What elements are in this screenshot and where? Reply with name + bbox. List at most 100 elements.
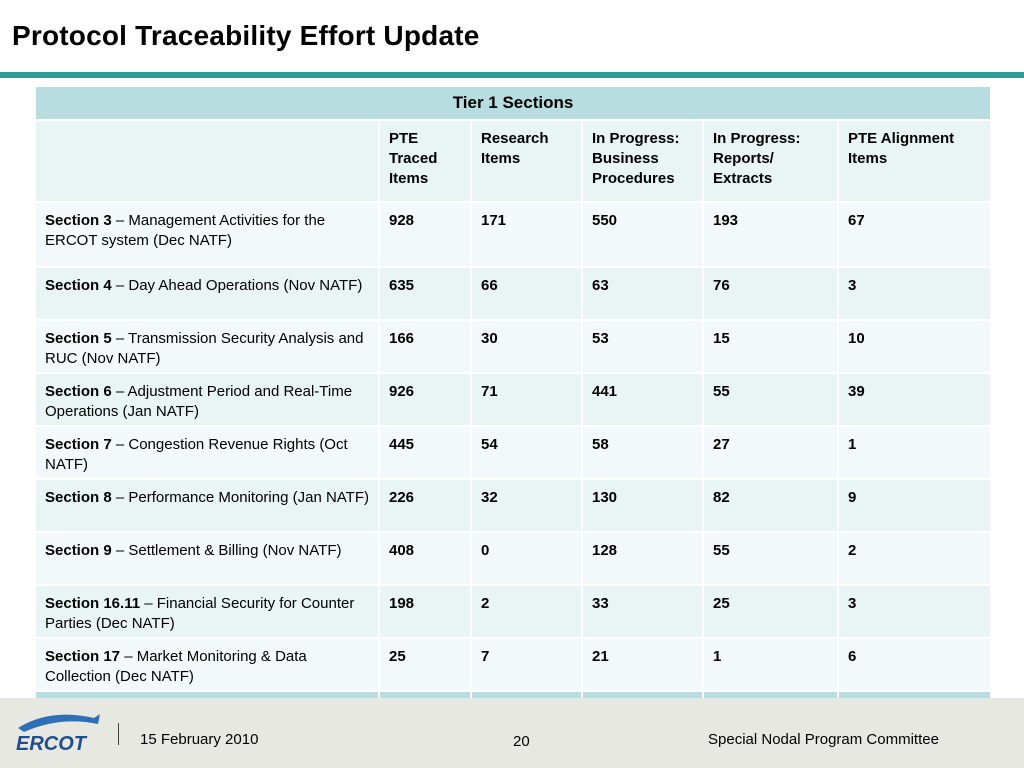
pte-alignment-cell: 67	[836, 201, 993, 268]
section-description: – Day Ahead Operations (Nov NATF)	[111, 277, 363, 294]
section-description: – Settlement & Billing (Nov NATF)	[111, 542, 342, 559]
reports-extracts-cell: 27	[702, 425, 839, 480]
table-row: Section 5 – Transmission Security Analys…	[34, 319, 993, 374]
pte-alignment-cell: 9	[836, 478, 993, 533]
column-header-research: Research Items	[470, 119, 583, 203]
section-cell: Section 6 – Adjustment Period and Real-T…	[34, 372, 380, 427]
ercot-logo-text: ERCOT	[16, 733, 88, 754]
section-description: – Congestion Revenue Rights (Oct NATF)	[45, 436, 348, 473]
column-header-section	[34, 119, 380, 203]
page-number: 20	[513, 733, 530, 750]
reports-extracts-cell: 76	[702, 266, 839, 321]
title-divider	[0, 72, 1024, 78]
reports-extracts-cell: 15	[702, 319, 839, 374]
table-row: Section 4 – Day Ahead Operations (Nov NA…	[34, 266, 993, 321]
section-label: Section 9	[45, 542, 112, 559]
pte-traced-cell: 408	[378, 531, 472, 586]
research-cell: 30	[470, 319, 583, 374]
research-cell: 171	[470, 201, 583, 268]
pte-traced-cell: 226	[378, 478, 472, 533]
business-procedures-cell: 130	[581, 478, 704, 533]
business-procedures-cell: 58	[581, 425, 704, 480]
column-header-row: PTE Traced Items Research Items In Progr…	[34, 119, 993, 203]
slide-footer: ERCOT 15 February 2010 20 Special Nodal …	[0, 698, 1024, 768]
pte-alignment-cell: 2	[836, 531, 993, 586]
section-cell: Section 8 – Performance Monitoring (Jan …	[34, 478, 380, 533]
section-label: Section 6	[45, 383, 112, 400]
section-label: Section 17	[45, 648, 121, 665]
footer-divider	[118, 723, 119, 745]
section-description: – Adjustment Period and Real-Time Operat…	[45, 383, 353, 420]
research-cell: 7	[470, 637, 583, 692]
ercot-logo: ERCOT	[16, 714, 100, 754]
section-cell: Section 5 – Transmission Security Analys…	[34, 319, 380, 374]
section-description: – Performance Monitoring (Jan NATF)	[111, 489, 369, 506]
footer-organization: Special Nodal Program Committee	[708, 731, 939, 748]
pte-traced-cell: 635	[378, 266, 472, 321]
section-label: Section 4	[45, 277, 112, 294]
pte-traced-cell: 198	[378, 584, 472, 639]
section-cell: Section 4 – Day Ahead Operations (Nov NA…	[34, 266, 380, 321]
column-header-pte-traced: PTE Traced Items	[378, 119, 472, 203]
business-procedures-cell: 33	[581, 584, 704, 639]
research-cell: 71	[470, 372, 583, 427]
section-description: – Market Monitoring & Data Collection (D…	[45, 648, 307, 685]
column-header-reports-extracts: In Progress: Reports/ Extracts	[702, 119, 839, 203]
section-cell: Section 3 – Management Activities for th…	[34, 201, 380, 268]
reports-extracts-cell: 25	[702, 584, 839, 639]
section-label: Section 8	[45, 489, 112, 506]
reports-extracts-cell: 1	[702, 637, 839, 692]
research-cell: 66	[470, 266, 583, 321]
table-row: Section 3 – Management Activities for th…	[34, 201, 993, 268]
section-label: Section 7	[45, 436, 112, 453]
tier1-sections-header: Tier 1 Sections	[33, 85, 993, 121]
section-description: – Management Activities for the ERCOT sy…	[45, 212, 326, 249]
pte-traced-cell: 25	[378, 637, 472, 692]
column-header-business-procedures: In Progress: Business Procedures	[581, 119, 704, 203]
table-row: Section 8 – Performance Monitoring (Jan …	[34, 478, 993, 533]
reports-extracts-cell: 82	[702, 478, 839, 533]
business-procedures-cell: 63	[581, 266, 704, 321]
pte-alignment-cell: 39	[836, 372, 993, 427]
research-cell: 54	[470, 425, 583, 480]
section-description: – Transmission Security Analysis and RUC…	[45, 330, 364, 367]
section-label: Section 16.11	[45, 595, 141, 612]
section-cell: Section 17 – Market Monitoring & Data Co…	[34, 637, 380, 692]
pte-traced-cell: 926	[378, 372, 472, 427]
footer-date: 15 February 2010	[140, 731, 259, 748]
reports-extracts-cell: 55	[702, 531, 839, 586]
table-row: Section 16.11 – Financial Security for C…	[34, 584, 993, 639]
business-procedures-cell: 441	[581, 372, 704, 427]
business-procedures-cell: 550	[581, 201, 704, 268]
section-label: Section 3	[45, 212, 112, 229]
research-cell: 2	[470, 584, 583, 639]
table-span-header-row: Tier 1 Sections	[33, 85, 993, 121]
table-row: Section 17 – Market Monitoring & Data Co…	[34, 637, 993, 692]
section-description: – Financial Security for Counter Parties…	[45, 595, 355, 632]
reports-extracts-cell: 55	[702, 372, 839, 427]
section-cell: Section 9 – Settlement & Billing (Nov NA…	[34, 531, 380, 586]
pte-alignment-cell: 10	[836, 319, 993, 374]
business-procedures-cell: 128	[581, 531, 704, 586]
reports-extracts-cell: 193	[702, 201, 839, 268]
business-procedures-cell: 53	[581, 319, 704, 374]
pte-alignment-cell: 3	[836, 266, 993, 321]
tier1-table: Tier 1 Sections PTE Traced Items Researc…	[33, 85, 993, 727]
section-cell: Section 16.11 – Financial Security for C…	[34, 584, 380, 639]
pte-traced-cell: 928	[378, 201, 472, 268]
column-header-pte-alignment: PTE Alignment Items	[836, 119, 993, 203]
pte-traced-cell: 445	[378, 425, 472, 480]
slide-title: Protocol Traceability Effort Update	[12, 20, 480, 51]
research-cell: 32	[470, 478, 583, 533]
table-row: Section 7 – Congestion Revenue Rights (O…	[34, 425, 993, 480]
pte-alignment-cell: 6	[836, 637, 993, 692]
pte-alignment-cell: 1	[836, 425, 993, 480]
table-row: Section 9 – Settlement & Billing (Nov NA…	[34, 531, 993, 586]
research-cell: 0	[470, 531, 583, 586]
business-procedures-cell: 21	[581, 637, 704, 692]
table-row: Section 6 – Adjustment Period and Real-T…	[34, 372, 993, 427]
pte-alignment-cell: 3	[836, 584, 993, 639]
section-cell: Section 7 – Congestion Revenue Rights (O…	[34, 425, 380, 480]
pte-traced-cell: 166	[378, 319, 472, 374]
section-label: Section 5	[45, 330, 112, 347]
